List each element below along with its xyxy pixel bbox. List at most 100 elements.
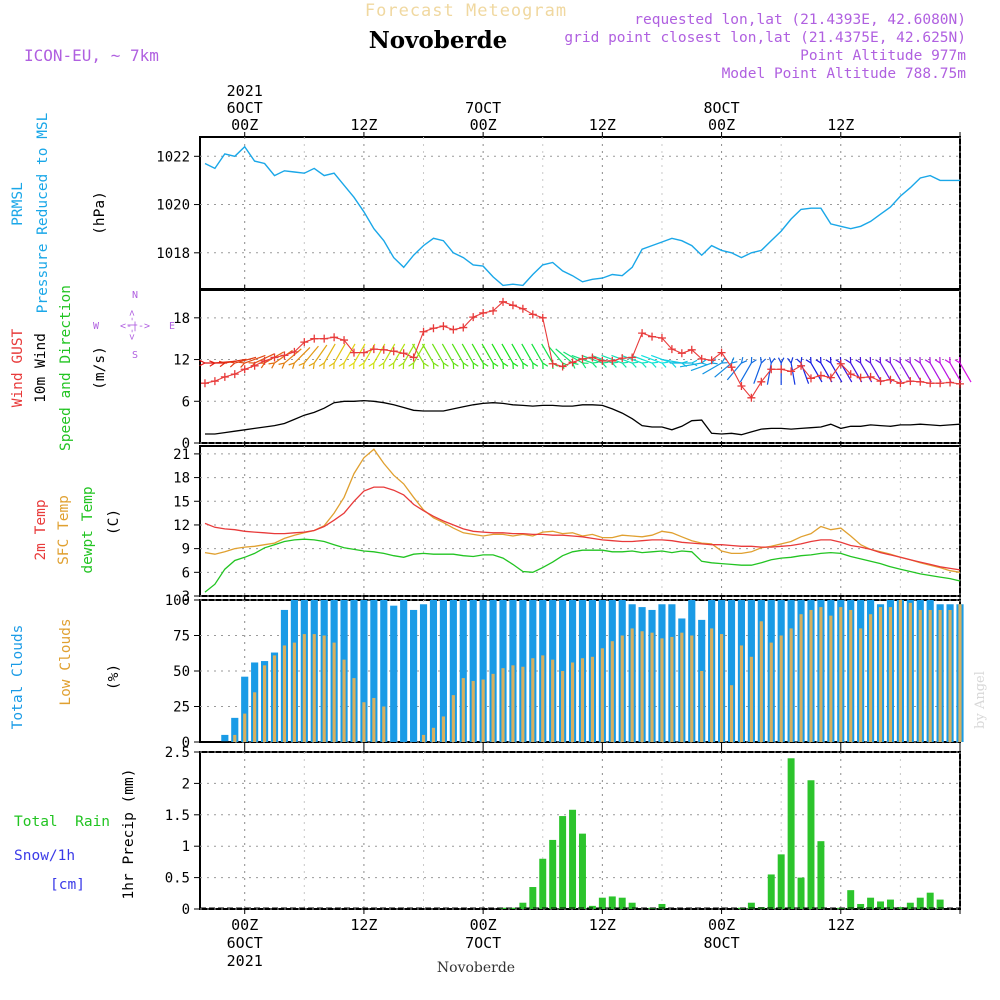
y-tick-label: 50: [173, 664, 190, 680]
rain-legend: Total Rain: [14, 814, 110, 830]
low-cloud-bar: [541, 655, 545, 742]
wind-arrow: [531, 343, 544, 364]
wind-arrow-head: [954, 356, 961, 364]
info-line-2: grid point closest lon,lat (21.4375E, 42…: [564, 30, 966, 46]
wind-labels: Wind GUST 10m Wind Speed and Direction (…: [10, 285, 175, 451]
low-cloud-bar: [849, 609, 853, 742]
wind-arrow-head: [768, 357, 776, 364]
dewpt-label: dewpt Temp: [80, 486, 96, 573]
wind-arrow: [830, 362, 843, 383]
wind-arrow: [850, 362, 863, 383]
wind-arrow-head: [914, 356, 921, 364]
low-cloud-bar: [829, 615, 833, 742]
bottom-time-label: 12Z: [827, 916, 854, 934]
total-cloud-bar: [350, 600, 358, 742]
wind-arrow-head: [512, 362, 519, 370]
gust-marker: [459, 323, 468, 332]
rain-bar: [549, 839, 557, 909]
gust-marker: [240, 365, 249, 374]
pressure-unit: (hPa): [92, 191, 108, 235]
gust-marker: [558, 362, 567, 371]
low-cloud-bar: [243, 713, 247, 742]
snow-unit: [cm]: [50, 877, 85, 893]
rain-bar: [529, 887, 537, 909]
y-tick-label: 25: [173, 700, 190, 716]
low-cloud-bar: [640, 631, 644, 742]
total-cloud-bar: [221, 734, 229, 742]
rain-bar: [817, 841, 825, 909]
wind-arrow-head: [378, 362, 385, 370]
y-tick-label: 1018: [156, 246, 190, 262]
gust-marker: [806, 374, 815, 383]
gust-marker: [399, 349, 408, 358]
low-cloud-bar: [690, 635, 694, 742]
wind-arrow: [481, 343, 494, 364]
info-line-4: Model Point Altitude 788.75m: [722, 66, 967, 82]
y-tick-label: 12: [173, 518, 190, 534]
wind-arrow: [471, 343, 484, 364]
gust-marker: [767, 365, 776, 374]
low-cloud-bar: [779, 635, 783, 742]
wind-arrow: [800, 362, 810, 384]
low-cloud-bar: [809, 609, 813, 742]
gust-marker: [419, 327, 428, 336]
compass-mid: <-|->: [120, 321, 150, 332]
bottom-time-label: 00Z: [708, 916, 735, 934]
wind-arrow: [702, 362, 722, 375]
wind-arrow-head: [777, 357, 785, 364]
y-tick-label: 6: [182, 565, 190, 581]
wind-arrow: [753, 362, 762, 384]
gust-marker: [956, 379, 964, 388]
low-cloud-bar: [739, 645, 744, 742]
wind-arrow-head: [442, 362, 449, 370]
wind-arrow-head: [591, 361, 599, 368]
low-cloud-bar: [263, 665, 267, 742]
wind-arrow-head: [924, 356, 931, 364]
wind-arrow-head: [432, 362, 439, 370]
wind-arrow-head: [895, 356, 901, 364]
wind-arrow-head: [298, 362, 305, 370]
gust-marker: [826, 373, 835, 382]
wind-arrow-head: [199, 359, 206, 367]
gust-marker: [270, 353, 279, 362]
wind-arrow-head: [641, 361, 649, 368]
y-tick-label: 21: [173, 447, 190, 463]
pressure-labels: PRMSL Pressure Reduced to MSL (hPa): [10, 112, 108, 313]
gust-marker: [290, 347, 299, 356]
wind-arrow-head: [308, 362, 315, 370]
low-cloud-bar: [272, 655, 277, 742]
gust-marker: [667, 345, 676, 354]
gust-marker: [499, 297, 508, 306]
gust-marker: [489, 306, 498, 315]
dewpt-line: [204, 538, 961, 593]
credit-watermark: by Angel: [973, 671, 988, 729]
wind-arrow-head: [452, 362, 459, 370]
gust-marker: [280, 351, 289, 360]
wind-arrow: [491, 343, 504, 364]
wind-arrow: [413, 343, 426, 364]
wind-arrow: [244, 354, 266, 364]
wind-arrow-head: [904, 356, 911, 364]
location-title: Novoberde: [369, 27, 508, 54]
low-cloud-bar: [491, 673, 495, 742]
top-time-label: 7OCT: [465, 99, 501, 117]
wind-arrow: [909, 362, 922, 383]
total-cloud-bar: [390, 605, 398, 742]
bottom-time-label: 2021: [227, 952, 263, 970]
low-cloud-bar: [630, 628, 634, 742]
rain-bar: [916, 897, 924, 909]
y-tick-label: 12: [173, 353, 190, 369]
low-cloud-bar: [948, 609, 952, 742]
low-cloud-bar: [710, 628, 714, 742]
wind-arrow-head: [621, 361, 629, 368]
wind-arrow-head: [328, 362, 335, 370]
top-time-label: 6OCT: [227, 99, 263, 117]
wind-arrow-head: [472, 362, 479, 370]
gust-marker: [369, 345, 378, 354]
low-cloud-bar: [799, 614, 803, 742]
bottom-time-label: 12Z: [350, 916, 377, 934]
info-line-3: Point Altitude 977m: [800, 48, 966, 64]
wind-arrow-head: [532, 362, 539, 370]
gust-marker: [528, 310, 537, 319]
wind-arrow: [521, 343, 534, 364]
